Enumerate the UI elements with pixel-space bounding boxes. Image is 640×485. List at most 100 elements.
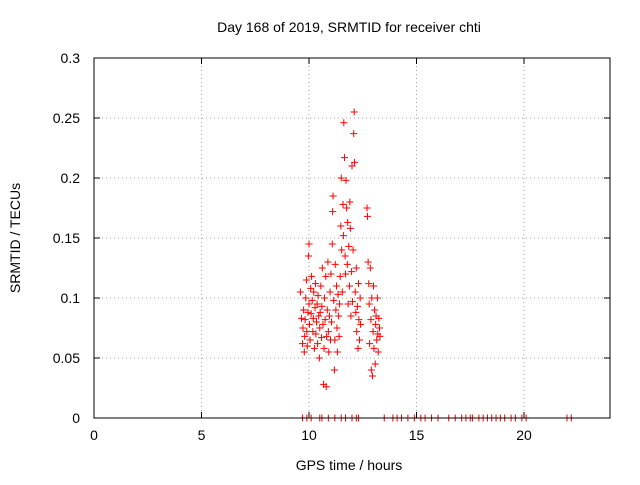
data-point <box>299 324 307 332</box>
data-point <box>301 316 309 324</box>
data-point <box>313 300 321 308</box>
data-point <box>349 246 357 254</box>
data-point <box>316 324 324 332</box>
data-point <box>318 264 326 272</box>
x-tick-label: 15 <box>409 427 425 443</box>
data-point <box>348 298 356 306</box>
data-point <box>318 302 326 310</box>
data-point <box>296 288 304 296</box>
data-point <box>336 272 344 280</box>
data-point <box>338 246 346 254</box>
data-point <box>370 282 377 290</box>
data-point <box>344 218 352 226</box>
data-point <box>322 383 330 391</box>
data-point <box>313 318 321 326</box>
data-point <box>369 328 377 336</box>
data-point <box>303 328 311 336</box>
data-point <box>343 260 351 268</box>
data-point <box>329 192 337 200</box>
data-point <box>339 232 347 240</box>
data-point <box>338 288 346 296</box>
data-point <box>324 328 332 336</box>
data-point <box>326 288 334 296</box>
data-point <box>321 316 329 324</box>
data-point <box>342 270 350 278</box>
data-point <box>348 268 356 276</box>
data-point <box>347 312 355 320</box>
data-point <box>357 320 365 328</box>
data-point <box>351 288 359 296</box>
y-tick-label: 0 <box>72 410 80 426</box>
data-point <box>300 306 308 314</box>
data-point <box>312 330 320 338</box>
data-point <box>305 320 313 328</box>
data-point <box>317 282 325 290</box>
data-point <box>355 316 363 324</box>
data-point <box>354 344 362 352</box>
data-point <box>316 308 324 316</box>
data-point <box>323 306 331 314</box>
data-point <box>352 308 360 316</box>
data-point <box>350 130 358 138</box>
data-point <box>342 176 350 184</box>
data-point <box>310 288 318 296</box>
data-point <box>365 300 373 308</box>
data-point <box>297 314 305 322</box>
data-point <box>350 108 358 116</box>
data-point <box>370 344 378 352</box>
data-point <box>301 332 309 340</box>
data-point <box>348 162 356 170</box>
data-point <box>353 328 361 336</box>
data-point <box>331 260 339 268</box>
data-point <box>373 294 381 302</box>
data-point <box>372 320 380 328</box>
y-tick-label: 0.1 <box>61 290 81 306</box>
data-point <box>353 302 361 310</box>
data-point <box>330 366 338 374</box>
data-point <box>328 318 336 326</box>
data-point <box>302 294 310 302</box>
data-point <box>306 336 314 344</box>
data-point <box>334 290 342 298</box>
data-point <box>315 312 323 320</box>
data-point <box>333 348 341 356</box>
data-point <box>339 200 347 208</box>
data-point <box>376 332 384 340</box>
x-axis-label: GPS time / hours <box>296 457 403 473</box>
data-point <box>333 324 341 332</box>
data-point <box>302 276 310 284</box>
data-point <box>371 306 379 314</box>
data-point <box>304 308 312 316</box>
data-point <box>309 314 317 322</box>
data-point <box>365 280 373 288</box>
data-point <box>333 282 341 290</box>
y-tick-label: 0.25 <box>53 110 80 126</box>
data-point <box>376 324 384 332</box>
data-point <box>308 296 316 304</box>
data-point <box>328 240 336 248</box>
data-point <box>374 348 382 356</box>
data-point <box>344 300 352 308</box>
data-point <box>330 296 338 304</box>
data-point <box>363 212 371 220</box>
data-point <box>299 340 307 348</box>
data-point <box>366 264 374 272</box>
data-point <box>340 119 348 127</box>
x-tick-label: 0 <box>90 427 98 443</box>
y-axis-label: SRMTID / TECUs <box>7 183 23 293</box>
y-tick-labels: 0 0.05 0.1 0.15 0.2 0.25 0.3 <box>53 50 80 426</box>
data-point <box>305 240 313 248</box>
data-point <box>319 320 327 328</box>
y-tick-label: 0.15 <box>53 230 80 246</box>
data-point <box>310 344 318 352</box>
data-point <box>305 300 313 308</box>
x-tick-label: 20 <box>516 427 532 443</box>
data-point <box>373 336 381 344</box>
y-tick-label: 0.2 <box>61 170 81 186</box>
data-point <box>303 342 311 350</box>
data-point <box>325 312 333 320</box>
data-points <box>296 108 575 422</box>
data-point <box>307 284 315 292</box>
